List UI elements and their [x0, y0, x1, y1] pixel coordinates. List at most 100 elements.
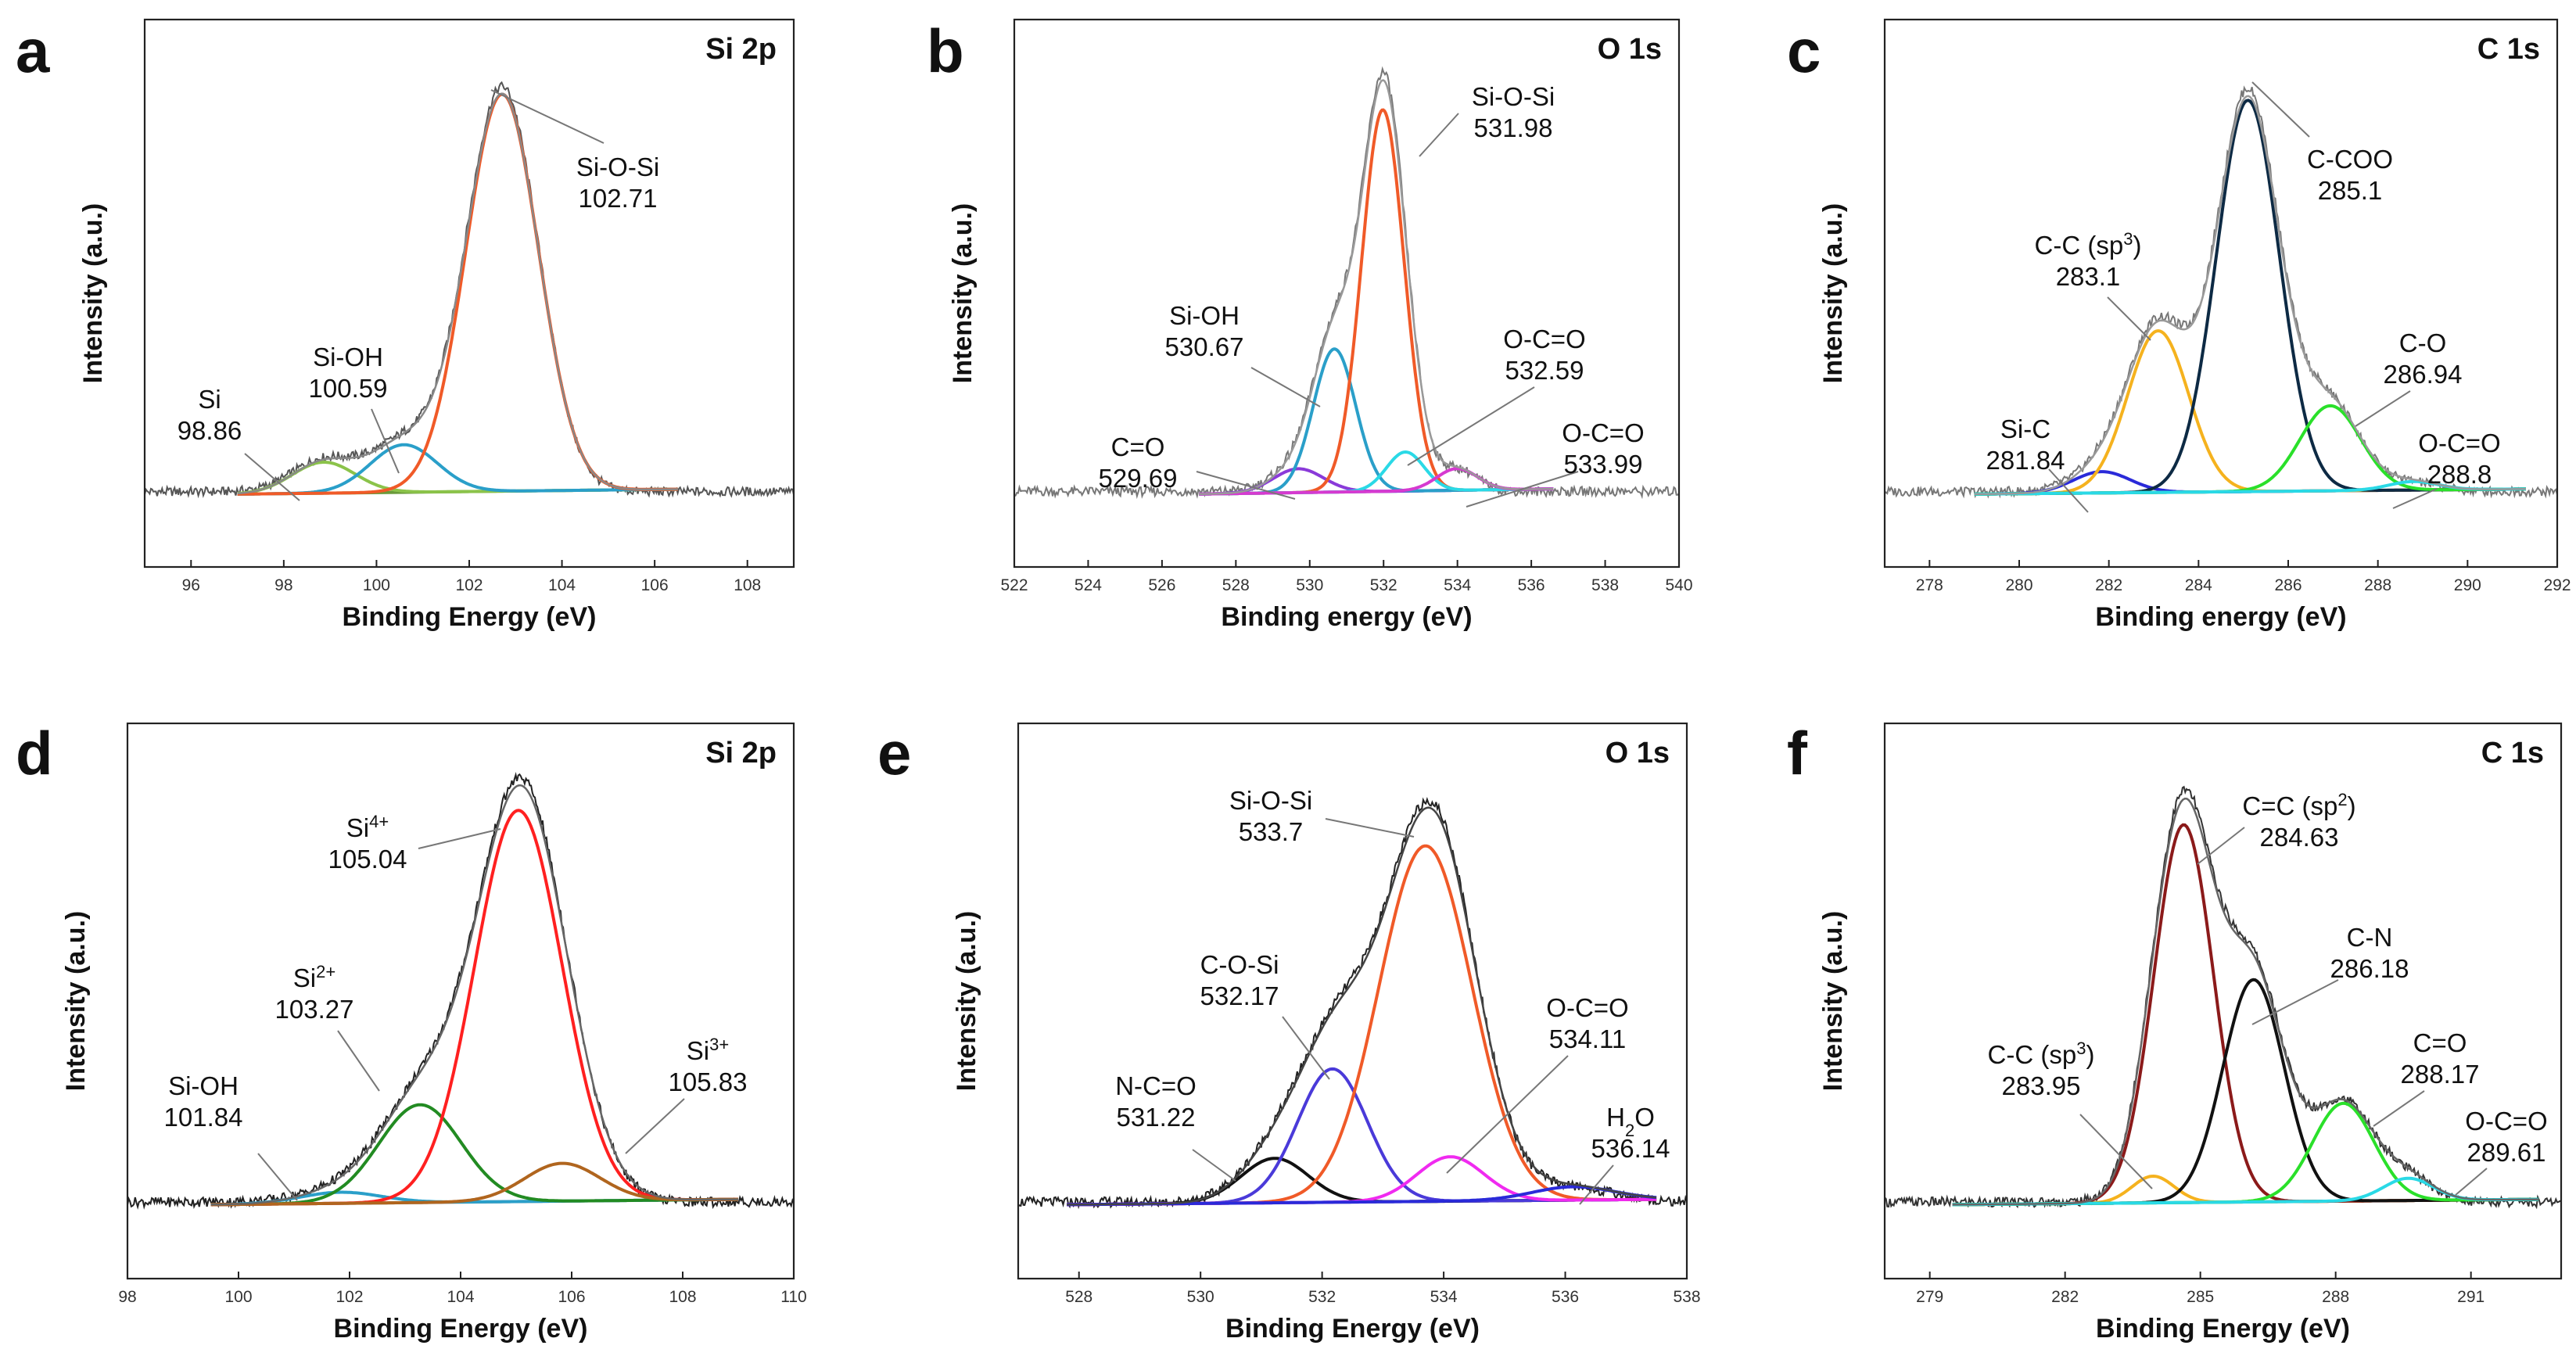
x-tick-label: 106	[558, 1288, 585, 1306]
chart-title: Si 2p	[705, 33, 777, 66]
x-tick-label: 100	[224, 1288, 252, 1306]
x-axis-label: Binding Energy (eV)	[2096, 1314, 2350, 1344]
x-tick-label: 98	[118, 1288, 136, 1306]
peak-label: Si	[198, 385, 221, 414]
peak-label: C-C (sp3)	[2035, 229, 2142, 260]
x-tick-label: 96	[182, 576, 200, 594]
fit-envelope	[1067, 806, 1657, 1206]
x-axis-label: Binding Energy (eV)	[334, 1314, 588, 1344]
leader-line	[2107, 296, 2151, 341]
peak-label: C=O	[2413, 1028, 2467, 1057]
panel-a: a 96 98 100 102 104 106 108 Binding Energy (eV) I…	[16, 16, 795, 632]
leader-line	[490, 89, 605, 144]
leader-line	[1250, 367, 1321, 407]
peak-label: O-C=O	[1546, 993, 1628, 1022]
y-axis-label: Intensity (a.u.)	[61, 911, 91, 1091]
axes-frame	[1883, 722, 2563, 1280]
panel-e: e 528 530 532 534 536 538 Binding Energy (eV) In…	[877, 719, 1701, 1344]
y-axis-label: Intensity (a.u.)	[948, 203, 978, 383]
x-tick-label: 288	[2364, 576, 2391, 594]
x-axis-label: Binding Energy (eV)	[343, 602, 597, 632]
leader-line	[625, 1098, 685, 1154]
peak-label: Si2+	[293, 962, 335, 993]
y-axis-label: Intensity (a.u.)	[952, 911, 981, 1091]
leader-line	[2392, 488, 2438, 509]
panel-letter: e	[877, 719, 911, 788]
peak-energy: 285.1	[2318, 176, 2383, 205]
axes-frame	[1013, 18, 1681, 569]
x-tick-label: 291	[2457, 1288, 2485, 1306]
panel-letter: f	[1787, 719, 1808, 788]
leader-line	[1466, 471, 1579, 508]
panel-b: b 522 524 526 528 530 532 534 536 538 540 Binding e…	[927, 16, 1693, 632]
x-tick-label: 528	[1065, 1288, 1092, 1306]
x-tick-label: 286	[2274, 576, 2302, 594]
x-tick-label: 538	[1673, 1288, 1700, 1306]
x-tick-label: 102	[335, 1288, 363, 1306]
x-tick-label: 532	[1308, 1288, 1336, 1306]
x-axis-label: Binding energy (eV)	[1221, 602, 1472, 632]
peak-label: O-C=O	[2465, 1107, 2547, 1136]
leader-line	[2251, 979, 2339, 1025]
x-tick-label: 98	[274, 576, 292, 594]
peak-label: Si-O-Si	[1229, 786, 1312, 815]
peak-energy: 286.94	[2384, 360, 2463, 389]
x-tick-label: 104	[447, 1288, 474, 1306]
x-tick-label: 534	[1444, 576, 1471, 594]
peak-label: C-C (sp3)	[1988, 1039, 2095, 1070]
peak-energy: 529.69	[1099, 464, 1178, 493]
x-tick-label: 534	[1430, 1288, 1458, 1306]
leader-line	[2197, 827, 2245, 865]
leader-line	[1196, 471, 1296, 500]
peak-energy: 288.8	[2427, 460, 2492, 489]
leader-line	[2373, 1090, 2425, 1127]
leader-line	[1579, 1164, 1614, 1205]
axes-frame	[126, 722, 795, 1280]
peak-label: N-C=O	[1115, 1071, 1197, 1100]
leader-line	[1192, 1149, 1236, 1182]
y-axis-label: Intensity (a.u.)	[78, 203, 108, 383]
peak-energy: 281.84	[1986, 446, 2065, 475]
leader-line	[2048, 468, 2089, 513]
peak-label: Si4+	[346, 812, 389, 843]
panel-letter: d	[16, 719, 53, 788]
peak-label: O-C=O	[1503, 325, 1585, 353]
peak-energy: 283.1	[2056, 262, 2121, 291]
peak-energy: 102.71	[579, 184, 658, 213]
peak-label: H2O	[1606, 1103, 1655, 1140]
peak-energy: 533.7	[1239, 817, 1304, 846]
x-tick-label: 108	[734, 576, 761, 594]
leader-line	[2079, 1114, 2153, 1189]
x-tick-label: 288	[2322, 1288, 2349, 1306]
x-tick-label: 106	[641, 576, 669, 594]
peak-energy: 531.98	[1474, 113, 1553, 142]
x-tick-label: 282	[2051, 1288, 2079, 1306]
peak-label: Si3+	[687, 1035, 729, 1066]
peak-energy: 105.04	[328, 845, 407, 874]
x-tick-label: 110	[780, 1288, 806, 1306]
peak-energy: 532.17	[1200, 981, 1279, 1010]
peak-label: Si-O-Si	[1472, 82, 1555, 111]
x-tick-label: 278	[1916, 576, 1943, 594]
peak-label: C-N	[2347, 923, 2393, 952]
x-axis-label: Binding Energy (eV)	[1225, 1314, 1480, 1344]
axes-frame	[1017, 722, 1688, 1280]
leader-line	[371, 408, 400, 474]
peak-energy: 103.27	[275, 995, 354, 1024]
peak-label: C-COO	[2307, 145, 2393, 174]
peak-energy: 101.84	[164, 1103, 243, 1132]
x-tick-label: 522	[1000, 576, 1028, 594]
peak-label: C-O-Si	[1200, 950, 1279, 979]
x-tick-label: 530	[1296, 576, 1323, 594]
panel-d: d 98 100 102 104 106 108 110 Binding Energy (eV)…	[16, 719, 807, 1344]
leader-line	[257, 1153, 298, 1201]
leader-line	[1282, 1016, 1330, 1080]
panel-c: c 278 280 282 284 286 288 290 292 Binding energy …	[1787, 16, 2571, 632]
leader-line	[1325, 818, 1415, 838]
fit-envelope	[1952, 797, 2539, 1206]
peak-energy: 284.63	[2260, 823, 2339, 852]
x-tick-label: 108	[669, 1288, 696, 1306]
chart-title: O 1s	[1606, 737, 1670, 770]
fit-envelope	[237, 92, 678, 495]
x-tick-label: 282	[2095, 576, 2122, 594]
